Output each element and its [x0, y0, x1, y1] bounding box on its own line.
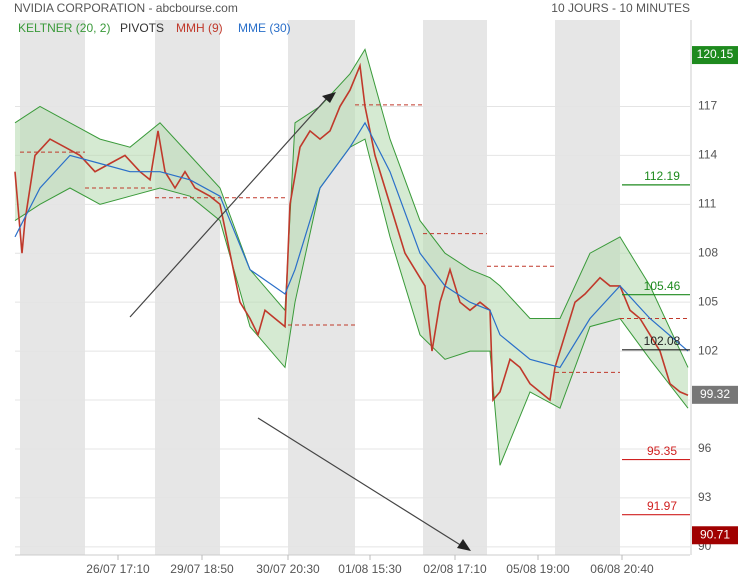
level-label: 95.35: [647, 444, 677, 458]
x-tick-label: 02/08 17:10: [423, 562, 487, 576]
x-tick-label: 06/08 20:40: [590, 562, 654, 576]
arrow-head: [457, 539, 471, 551]
legend-mme: MME (30): [238, 21, 291, 35]
legend-keltner: KELTNER (20, 2): [18, 21, 110, 35]
y-tick-label: 114: [698, 148, 717, 162]
level-label: 112.19: [644, 169, 680, 183]
annotations: [129, 92, 471, 551]
level-box: [692, 46, 738, 65]
keltner-upper: [14, 48, 689, 368]
x-tick-label: 05/08 19:00: [506, 562, 570, 576]
x-tick-label: 30/07 20:30: [256, 562, 320, 576]
level-label: 120.15: [697, 47, 734, 61]
chart-subtitle: 10 JOURS - 10 MINUTES: [551, 1, 690, 15]
session-shading: [20, 20, 620, 555]
level-label: 90.71: [700, 527, 730, 541]
arrow-line: [257, 417, 463, 547]
chart-title: NVIDIA CORPORATION - abcbourse.com: [14, 1, 238, 15]
y-tick-label: 102: [698, 343, 718, 357]
keltner-fill: [15, 49, 688, 466]
y-tick-label: 108: [698, 245, 718, 259]
y-tick-label: 93: [698, 490, 712, 504]
level-label: 91.97: [647, 499, 677, 513]
level-box: [692, 385, 738, 404]
x-tick-label: 29/07 18:50: [170, 562, 234, 576]
x-tick-label: 26/07 17:10: [86, 562, 150, 576]
legend-pivots: PIVOTS: [120, 21, 164, 35]
y-tick-label: 111: [698, 196, 717, 210]
session-band: [20, 20, 85, 555]
y-tick-label: 96: [698, 441, 712, 455]
level-label: 102.08: [644, 334, 681, 348]
x-tick-label: 01/08 15:30: [338, 562, 402, 576]
y-tick-label: 117: [698, 99, 717, 113]
series-line: [14, 62, 689, 403]
arrow-line: [129, 96, 329, 318]
legend-mmh: MMH (9): [176, 21, 223, 35]
plot: [14, 48, 690, 548]
y-tick-label: 105: [698, 294, 718, 308]
keltner-lower: [14, 138, 689, 466]
level-label: 99.32: [700, 387, 730, 401]
level-label: 105.46: [644, 279, 681, 293]
series-line: [14, 121, 689, 369]
arrow-head: [322, 92, 336, 103]
level-box: [692, 526, 738, 545]
session-band: [155, 20, 220, 555]
